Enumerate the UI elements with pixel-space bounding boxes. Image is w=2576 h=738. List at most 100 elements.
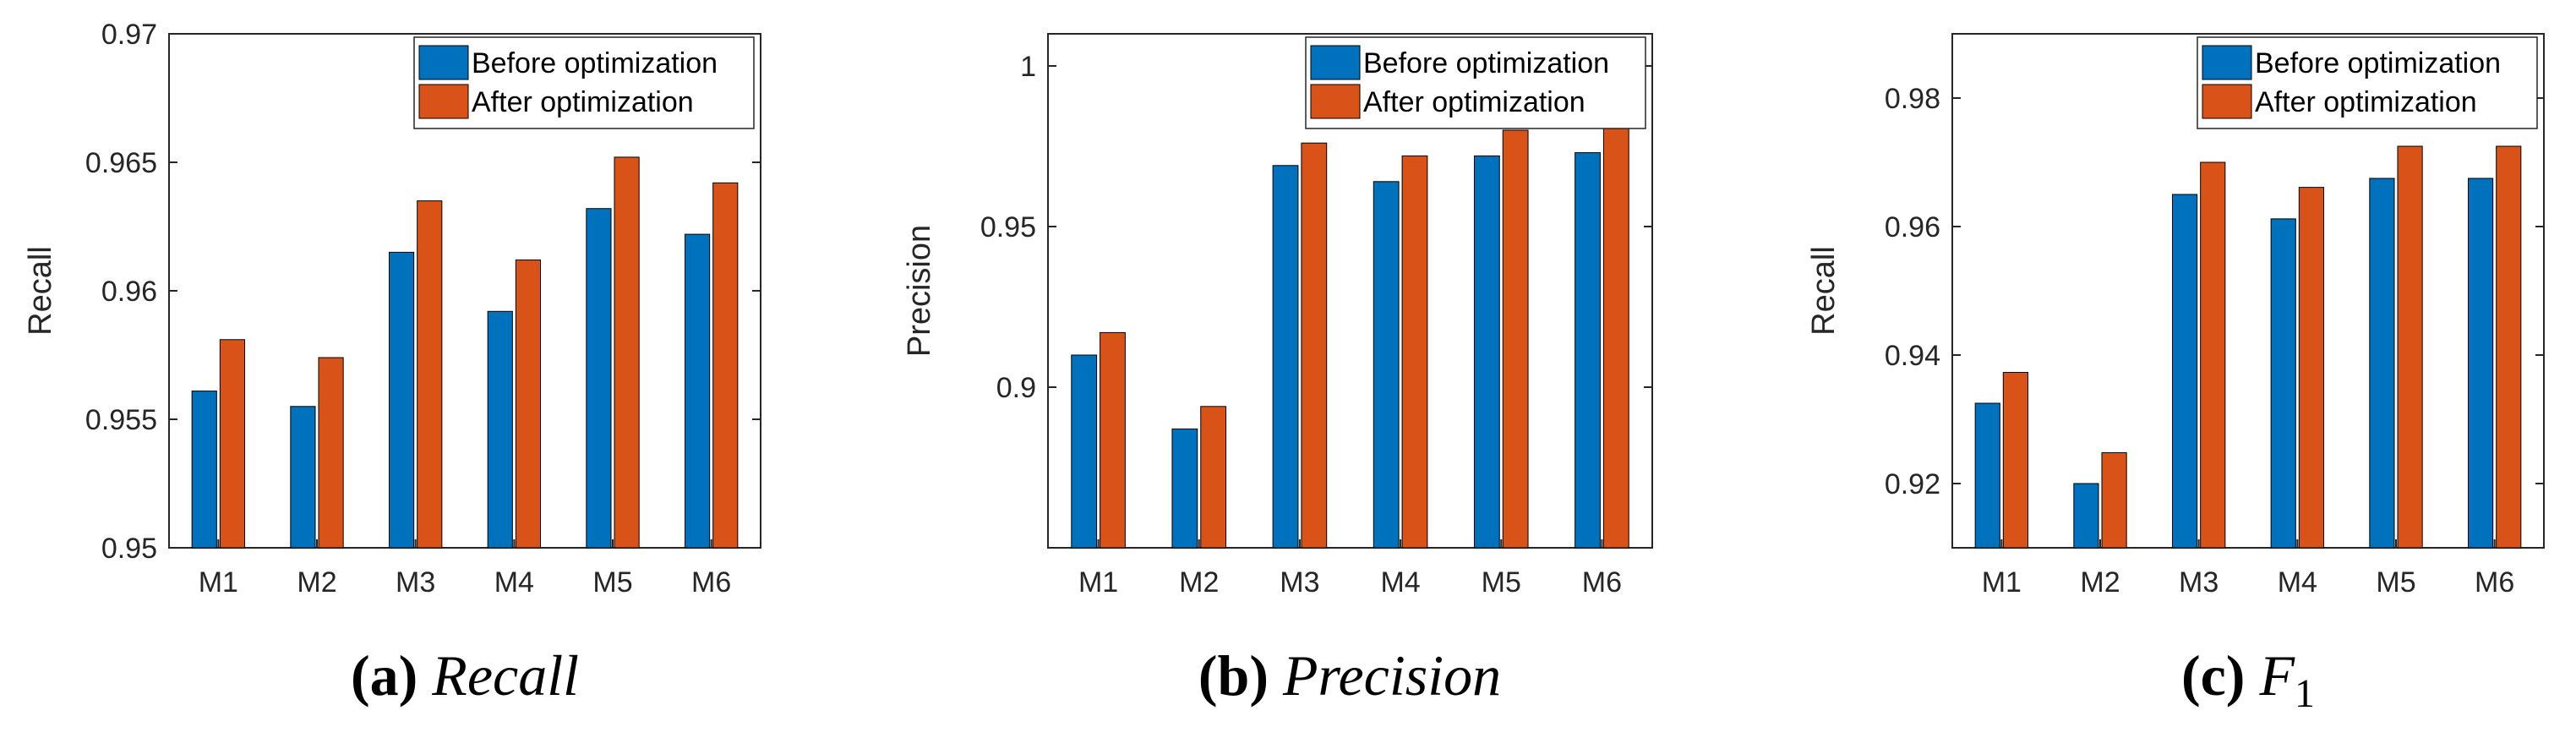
bar-before-m3 [1272, 165, 1299, 549]
y-tick-label: 1 [1020, 51, 1036, 83]
y-tick-label: 0.95 [980, 211, 1036, 243]
panel-caption: (b) Precision [1198, 643, 1501, 708]
x-tick-label: M5 [592, 566, 632, 599]
x-tick-label: M3 [2179, 566, 2219, 599]
y-tick-label: 0.955 [85, 404, 157, 436]
x-tick-label: M3 [1280, 566, 1319, 599]
x-tick-label: M5 [2376, 566, 2415, 599]
y-tick-label: 0.96 [101, 276, 157, 308]
bar-after-m2 [318, 357, 344, 549]
bar-before-m6 [1575, 152, 1601, 549]
bar-before-m6 [685, 233, 711, 549]
bar-before-m1 [191, 391, 217, 549]
legend-label-before: Before optimization [472, 47, 718, 79]
bar-before-m5 [2369, 178, 2395, 549]
y-tick-label: 0.92 [1885, 468, 1940, 500]
x-tick-label: M2 [1179, 566, 1219, 599]
bar-before-m3 [389, 251, 415, 549]
x-tick-label: M2 [2080, 566, 2120, 599]
bar-after-m4 [1401, 155, 1428, 549]
y-axis-label: Recall [23, 246, 58, 336]
x-tick-label: M4 [494, 566, 534, 599]
caption-space [1269, 643, 1283, 708]
legend: Before optimization After optimization [2197, 36, 2538, 129]
legend-box [2197, 36, 2538, 129]
legend-swatch-after [1310, 84, 1361, 119]
panel-caption: (a) Recall [351, 643, 579, 708]
x-tick-label: M4 [1380, 566, 1420, 599]
bar-after-m4 [515, 260, 541, 549]
bar-after-m5 [2397, 145, 2423, 549]
bar-after-m6 [2496, 145, 2522, 549]
x-tick-label: M6 [2475, 566, 2514, 599]
bar-after-m3 [417, 200, 443, 549]
bar-before-m2 [1171, 428, 1198, 549]
bar-before-m4 [1373, 181, 1400, 549]
x-tick-label: M1 [199, 566, 238, 599]
legend-box [1305, 36, 1646, 129]
x-tick-label: M6 [1582, 566, 1622, 599]
y-tick-label: 0.97 [101, 19, 157, 51]
bar-after-m3 [1301, 142, 1328, 549]
x-tick-label: M3 [396, 566, 435, 599]
legend-label-before: Before optimization [1363, 47, 1609, 79]
y-tick-label: 0.98 [1885, 83, 1940, 115]
bar-before-m3 [2172, 194, 2198, 549]
axes-box [1951, 33, 2545, 549]
bar-after-m1 [2002, 372, 2028, 549]
y-tick-label: 0.965 [85, 147, 157, 179]
bar-after-m5 [1502, 129, 1529, 549]
legend-label-before: Before optimization [2255, 47, 2501, 79]
bar-before-m4 [487, 310, 513, 549]
x-tick-label: M1 [1078, 566, 1118, 599]
x-tick-label: M4 [2278, 566, 2317, 599]
bar-after-m6 [712, 182, 739, 549]
bar-after-m4 [2298, 187, 2324, 549]
bar-before-m2 [290, 406, 316, 549]
caption-space [418, 643, 432, 708]
bar-before-m1 [1974, 402, 2000, 549]
y-tick-label: 0.96 [1885, 211, 1940, 243]
caption-space [2245, 643, 2259, 708]
y-tick-label: 0.94 [1885, 340, 1940, 372]
bar-after-m2 [1200, 406, 1227, 549]
legend: Before optimization After optimization [1305, 36, 1646, 129]
bar-after-m3 [2200, 161, 2226, 549]
legend-label-after: After optimization [1363, 86, 1585, 118]
panel-caption: (c) F1 [2181, 643, 2315, 716]
chart-panel-3: 0.92 0.94 0.96 0.98 Recall M1 M2 M3 M4 M5 M6 Before… [1806, 33, 2545, 599]
caption-text: Precision [1282, 643, 1501, 708]
caption-label: (a) [351, 643, 418, 708]
caption-label: (b) [1198, 643, 1269, 708]
chart-panel-2: 0.9 0.95 1 Precision M1 M2 M3 M4 M5 M6 Before opti… [902, 33, 1653, 599]
y-tick-label: 0.9 [996, 372, 1036, 404]
x-tick-label: M5 [1482, 566, 1521, 599]
x-tick-label: M6 [691, 566, 731, 599]
bar-before-m1 [1071, 354, 1098, 549]
caption-text: Recall [431, 643, 579, 708]
bar-after-m1 [1100, 331, 1126, 549]
bar-before-m5 [1473, 155, 1500, 549]
legend: Before optimization After optimization [413, 36, 755, 129]
legend-swatch-after [2202, 84, 2252, 119]
axes-box [1047, 33, 1653, 549]
bar-before-m6 [2468, 178, 2494, 549]
bar-after-m5 [614, 156, 640, 549]
caption-subscript: 1 [2295, 671, 2315, 716]
bar-before-m4 [2270, 218, 2296, 549]
bar-before-m5 [586, 208, 612, 549]
bar-before-m2 [2073, 483, 2099, 549]
chart-panel-1: 0.95 0.955 0.96 0.965 0.97 Recall M1 M2 M3 M4 M5 M6… [23, 19, 761, 599]
y-axis-label: Precision [902, 225, 937, 357]
caption-label: (c) [2181, 643, 2245, 708]
legend-swatch-before [2202, 45, 2252, 80]
x-tick-label: M2 [297, 566, 336, 599]
legend-box [413, 36, 755, 129]
legend-label-after: After optimization [472, 86, 694, 118]
legend-swatch-before [1310, 45, 1361, 80]
legend-swatch-before [418, 45, 469, 80]
bar-after-m1 [219, 339, 246, 549]
bar-after-m2 [2101, 452, 2127, 549]
y-axis-label: Recall [1806, 246, 1842, 336]
